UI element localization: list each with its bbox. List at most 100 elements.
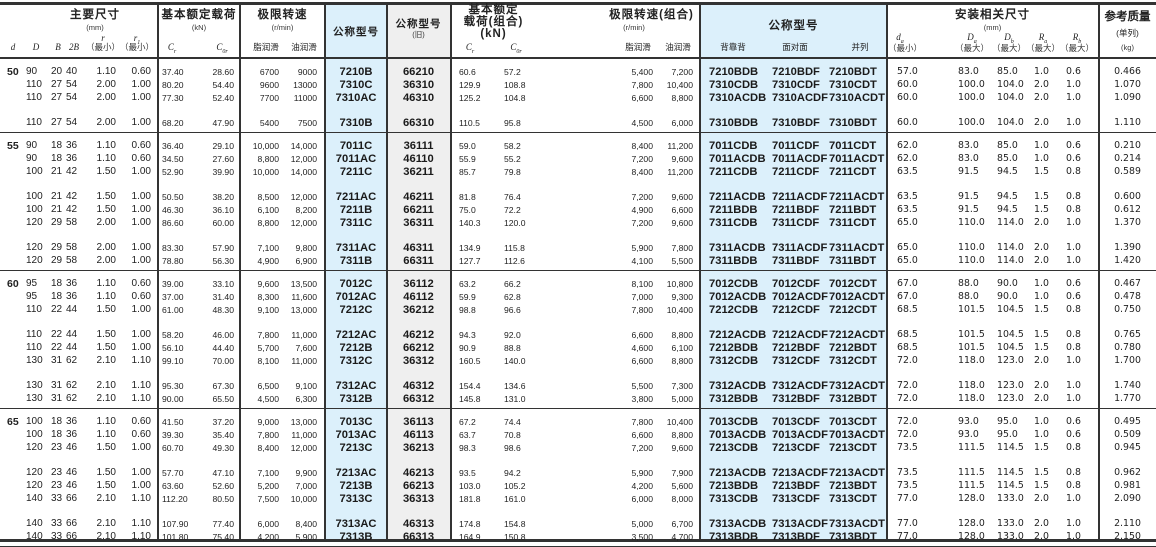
cell-cr: 61.00 — [162, 304, 184, 315]
table-row: 55 90 18 36 1.10 0.60 36.40 29.10 10,000 14,000 70… — [0, 140, 1156, 153]
cell-r1: 1.00 — [131, 191, 151, 203]
cell-grease: 7,500 — [257, 493, 279, 504]
cell-model-dt: 7312CDT — [829, 354, 877, 367]
combo-load-title2: 载荷(组合) — [463, 16, 524, 28]
cell-mass: 1.740 — [1114, 380, 1141, 392]
cell-grease: 7,100 — [257, 243, 279, 254]
cell-2B: 58 — [66, 216, 78, 228]
cell-2B: 36 — [66, 139, 78, 151]
cell-cor: 44.40 — [212, 342, 234, 353]
cell-B: 18 — [51, 415, 63, 427]
cell-combo-cor: 57.2 — [504, 67, 521, 77]
cell-combo-cor: 120.0 — [504, 217, 526, 228]
cell-combo-oil: 6,100 — [671, 342, 693, 353]
cell-model-dt: 7313ACDT — [829, 518, 885, 531]
cell-Ra: 1.5 — [1034, 329, 1049, 341]
cell-cor: 80.50 — [212, 493, 234, 504]
cell-mass: 0.466 — [1114, 66, 1141, 77]
cell-old-model: 46212 — [402, 329, 435, 342]
cr-label: C — [167, 42, 174, 52]
col-da: da — [890, 33, 910, 45]
cell-Db: 90.0 — [997, 290, 1018, 302]
cell-B: 23 — [51, 441, 63, 453]
cell-cor: 27.60 — [212, 153, 234, 164]
cell-mass: 0.589 — [1114, 165, 1141, 177]
cell-model: 7213C — [339, 441, 373, 454]
cell-B: 27 — [51, 91, 63, 103]
cell-combo-grease: 7,200 — [631, 217, 653, 228]
cell-cor: 54.40 — [212, 79, 234, 90]
cell-model-dt: 7312ACDT — [829, 380, 885, 393]
cell-model: 7312B — [339, 393, 373, 406]
cell-grease: 7,100 — [257, 468, 279, 479]
cell-combo-grease: 8,400 — [631, 140, 653, 151]
col-db: 背靠背 — [720, 42, 746, 52]
mount-title: 安装相关尺寸 — [955, 9, 1030, 21]
cell-da: 63.5 — [897, 191, 918, 203]
cell-model: 7212C — [339, 303, 373, 316]
cell-D: 140 — [26, 531, 43, 543]
cell-Ra: 2.0 — [1034, 393, 1049, 405]
col-B: B — [55, 42, 61, 52]
combo-model-column-bg — [700, 4, 887, 540]
cell-mass: 1.700 — [1114, 354, 1141, 366]
cell-model: 7013C — [339, 415, 373, 428]
cell-cor: 56.30 — [212, 256, 234, 267]
cell-Db: 114.5 — [997, 441, 1024, 453]
cell-2B: 54 — [66, 117, 78, 129]
cell-oil: 13000 — [293, 79, 317, 90]
cell-combo-grease: 6,600 — [631, 330, 653, 341]
cell-mass: 0.612 — [1114, 203, 1141, 215]
cell-Ra: 2.0 — [1034, 380, 1049, 392]
cell-Db: 104.5 — [997, 341, 1024, 353]
cell-grease: 7700 — [259, 92, 279, 103]
cell-combo-cr: 63.2 — [459, 278, 476, 289]
cell-B: 33 — [51, 492, 63, 504]
cell-cr: 56.10 — [162, 342, 184, 353]
cell-mass: 0.467 — [1114, 277, 1141, 289]
cell-cr: 83.30 — [162, 243, 184, 254]
cell-r: 1.10 — [96, 152, 116, 164]
cell-da: 77.0 — [897, 518, 918, 530]
cell-grease: 6,100 — [257, 204, 279, 215]
cell-model-db: 7011CDB — [709, 139, 758, 152]
cell-Db: 95.0 — [997, 415, 1018, 427]
cell-2B: 46 — [66, 479, 78, 491]
cell-combo-cr: 75.0 — [459, 204, 476, 215]
cell-da: 60.0 — [897, 78, 918, 90]
cell-oil: 9,900 — [295, 468, 317, 479]
cell-da: 77.0 — [897, 492, 918, 504]
col-combo-cor: C0r — [504, 43, 528, 55]
cell-combo-grease: 7,200 — [631, 442, 653, 453]
cell-model-db: 7312ACDB — [709, 380, 767, 393]
cell-combo-cor: 112.6 — [504, 256, 525, 267]
cell-cor: 38.20 — [212, 192, 234, 203]
cell-cr: 39.00 — [162, 278, 184, 289]
cell-Rb: 1.0 — [1066, 117, 1081, 129]
mass-sub: (单列) — [1116, 28, 1139, 38]
cell-Rb: 0.6 — [1066, 428, 1081, 440]
cell-B: 21 — [51, 165, 63, 177]
mount-unit: (mm) — [983, 23, 1002, 32]
cell-r1: 1.00 — [131, 78, 151, 90]
table-row: 100 21 42 1.50 1.00 46.30 36.10 6,100 8,200 7211B… — [0, 204, 1156, 217]
speed-title: 极限转速 — [257, 9, 308, 21]
cell-combo-oil: 9,300 — [671, 291, 693, 302]
table-row: 130 31 62 2.10 1.10 90.00 65.50 4,500 6,300 7312B… — [0, 393, 1156, 406]
combo-speed-title: 极限转速(组合) — [609, 9, 694, 21]
cell-cr: 46.30 — [162, 204, 184, 215]
cell-Ra: 2.0 — [1034, 242, 1049, 254]
cell-Db: 104.0 — [997, 78, 1024, 90]
cell-combo-grease: 7,200 — [631, 192, 653, 203]
cell-Db: 104.5 — [997, 303, 1024, 315]
cell-2B: 42 — [66, 165, 78, 177]
cell-Da: 128.0 — [958, 518, 985, 530]
cell-model-db: 7212CDB — [709, 303, 759, 316]
cell-combo-cr: 103.0 — [459, 480, 481, 491]
cell-B: 22 — [51, 303, 63, 315]
row-spacer — [0, 178, 1156, 191]
cell-mass: 0.495 — [1114, 415, 1141, 427]
cell-combo-cr: 127.7 — [459, 256, 481, 267]
cell-combo-cor: 150.8 — [504, 532, 526, 543]
